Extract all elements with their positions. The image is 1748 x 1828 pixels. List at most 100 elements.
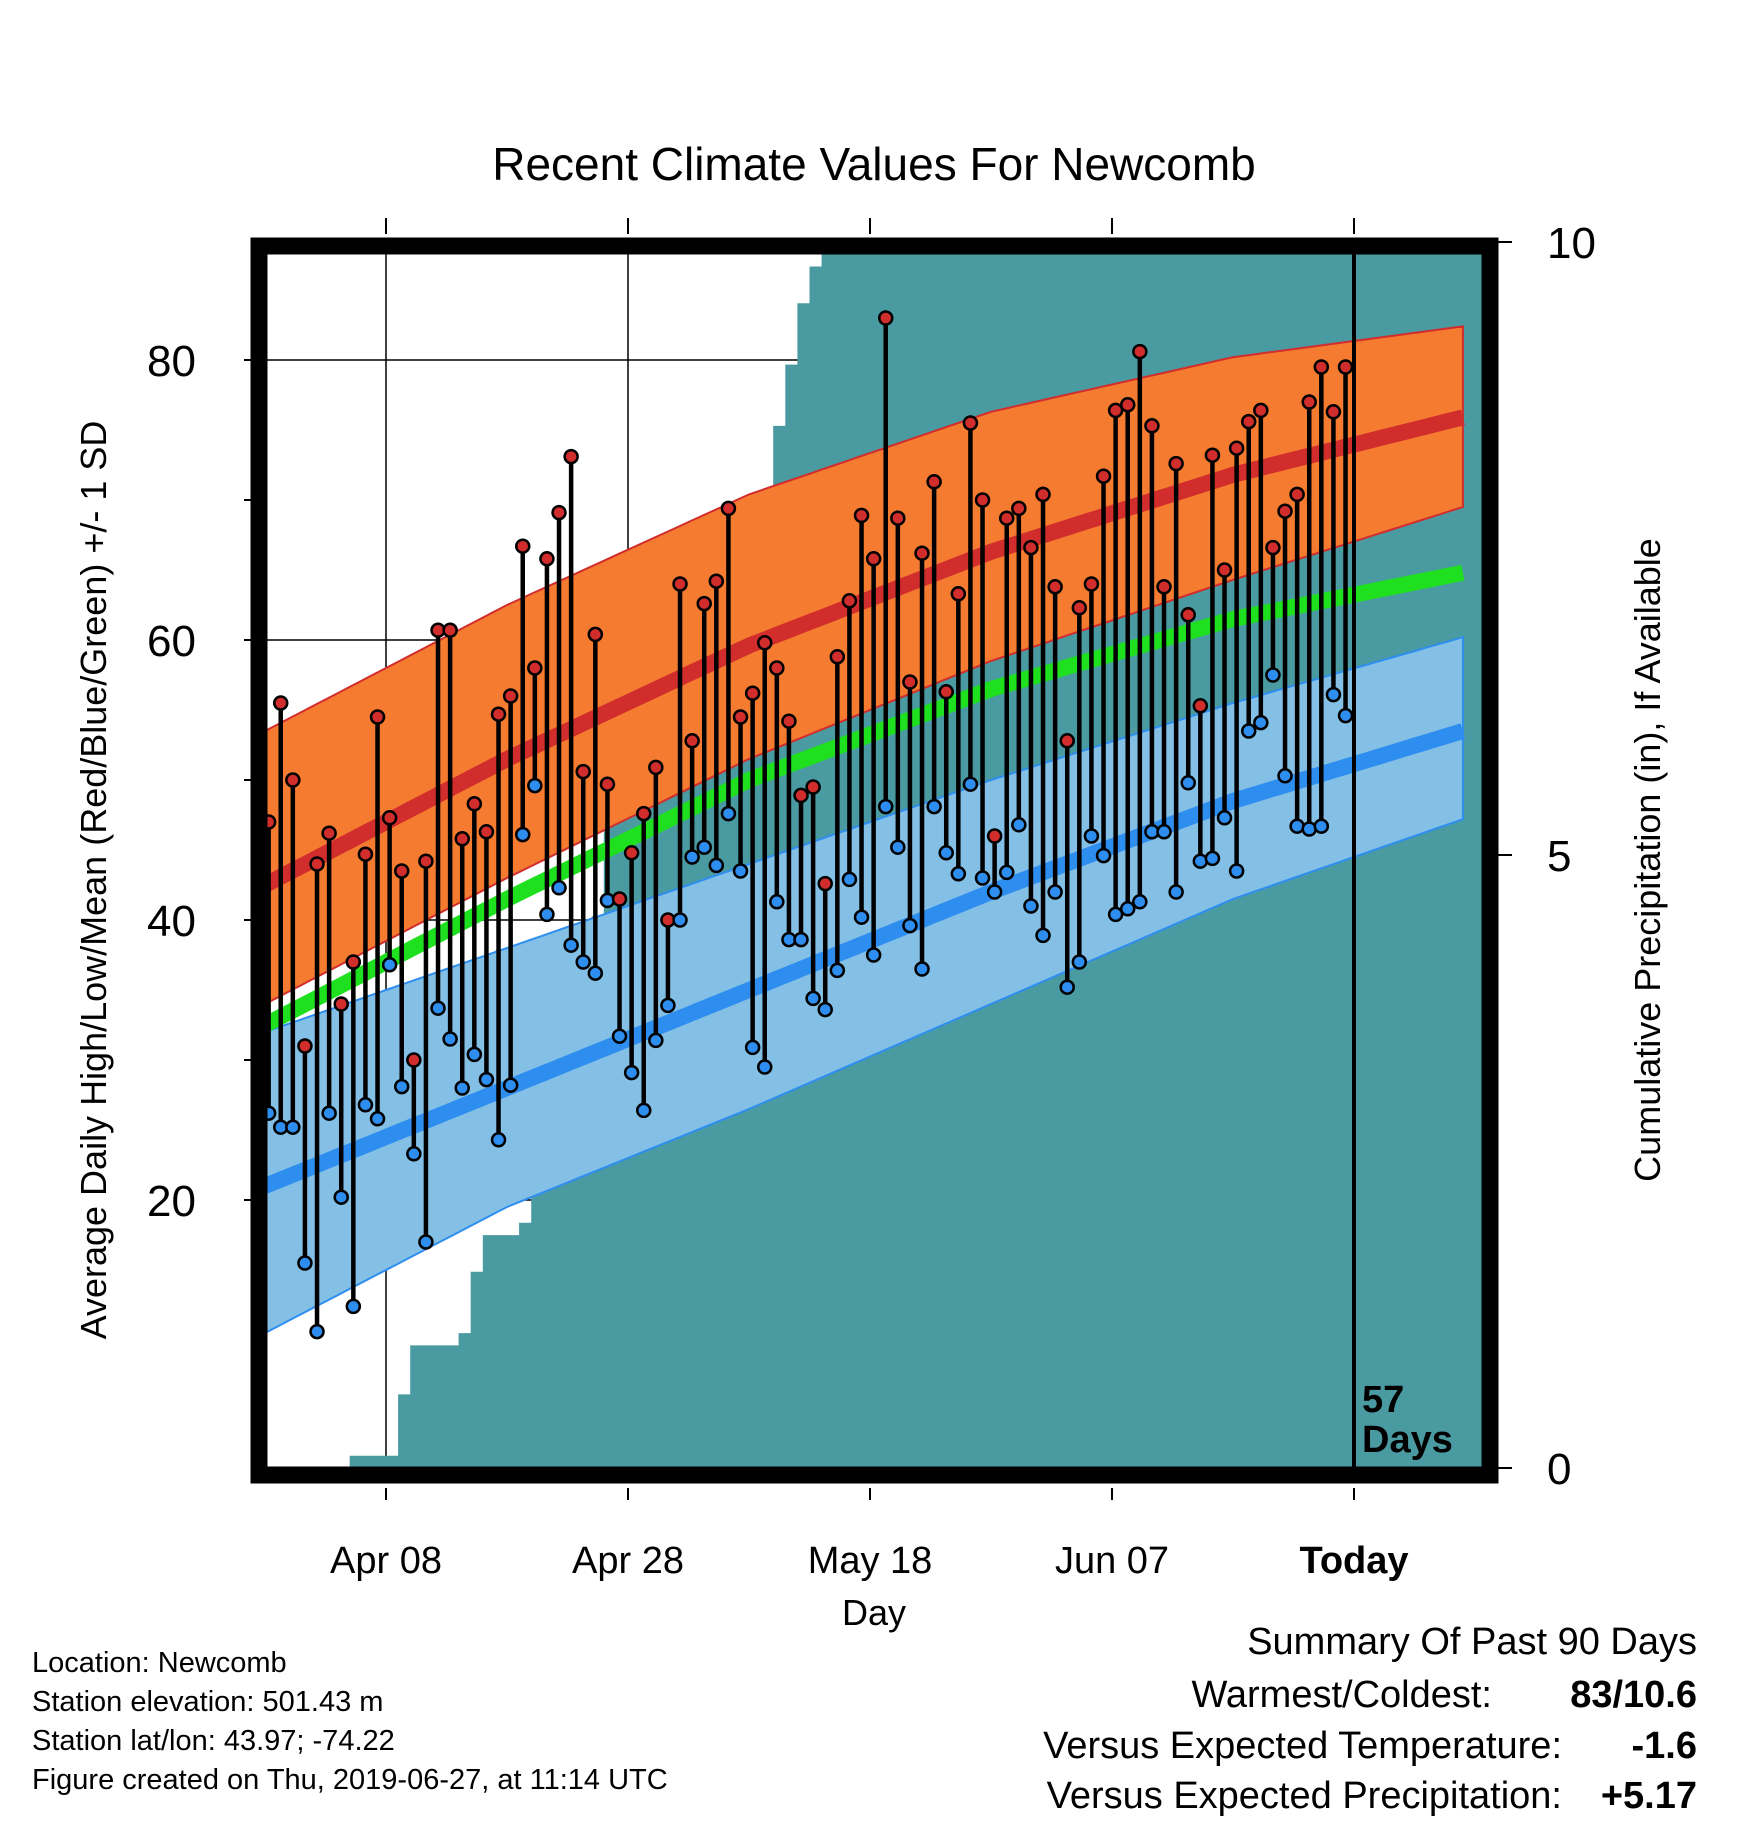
obs-high-point <box>345 954 362 970</box>
obs-low-point <box>539 906 555 923</box>
obs-high-point <box>1265 539 1281 556</box>
station-location: Location: Newcomb <box>32 1647 287 1679</box>
obs-high-point <box>1156 579 1172 595</box>
obs-high-point <box>611 891 628 907</box>
obs-high-point <box>490 706 507 722</box>
obs-low-point <box>1313 818 1330 834</box>
obs-low-point <box>1168 884 1184 900</box>
obs-low-point <box>648 1032 664 1049</box>
obs-low-point <box>1059 979 1075 995</box>
x-tick-label: Apr 28 <box>572 1540 684 1582</box>
obs-low-point <box>756 1059 773 1075</box>
obs-high-point <box>1035 486 1051 503</box>
precip-anomaly-value: +5.17 <box>1601 1775 1697 1817</box>
obs-high-point <box>1337 359 1354 375</box>
obs-high-point <box>1011 500 1027 517</box>
obs-high-point <box>902 674 918 690</box>
obs-high-point <box>1144 418 1160 434</box>
obs-low-point <box>514 826 531 843</box>
x-tick-label: Apr 08 <box>330 1540 442 1582</box>
obs-high-point <box>442 622 458 638</box>
obs-high-point <box>938 684 954 700</box>
obs-low-point <box>357 1097 374 1113</box>
obs-high-point <box>865 551 882 567</box>
obs-low-point <box>769 894 785 910</box>
station-latlon: Station lat/lon: 43.97; -74.22 <box>32 1725 395 1757</box>
obs-high-point <box>962 415 979 431</box>
obs-low-point <box>285 1119 301 1135</box>
obs-low-point <box>442 1031 458 1047</box>
obs-low-point <box>345 1298 362 1315</box>
obs-low-point <box>309 1323 325 1340</box>
obs-low-point <box>1047 884 1063 900</box>
obs-low-point <box>502 1077 519 1093</box>
obs-low-point <box>1301 821 1317 837</box>
obs-high-point <box>272 695 289 711</box>
observation-stems <box>266 318 1348 1332</box>
obs-high-point <box>1253 402 1269 419</box>
obs-low-point <box>1240 723 1257 739</box>
observation-markers <box>262 310 1354 1340</box>
obs-low-point <box>853 909 870 925</box>
summary-heading: Summary Of Past 90 Days <box>1247 1621 1697 1663</box>
obs-high-point <box>1313 359 1330 375</box>
obs-high-point <box>563 448 579 465</box>
obs-low-point <box>1071 954 1088 970</box>
today-days-unit: Days <box>1362 1419 1453 1461</box>
obs-low-point <box>902 917 918 934</box>
obs-low-point <box>551 880 567 896</box>
obs-low-point <box>1156 824 1172 840</box>
obs-low-point <box>817 1001 833 1018</box>
obs-high-point <box>454 831 470 847</box>
obs-high-point <box>406 1052 422 1068</box>
obs-low-point <box>563 937 579 953</box>
obs-high-point <box>309 856 325 872</box>
obs-low-point <box>393 1078 410 1095</box>
figure-created: Figure created on Thu, 2019-06-27, at 11… <box>32 1764 668 1796</box>
obs-high-point <box>333 996 349 1012</box>
obs-high-point <box>756 635 773 651</box>
obs-low-point <box>720 805 737 822</box>
y-tick-label: 80 <box>147 337 196 386</box>
x-tick-label: May 18 <box>808 1540 933 1582</box>
obs-low-point <box>1204 850 1221 867</box>
obs-low-point <box>1216 810 1233 826</box>
obs-low-point <box>1277 768 1293 784</box>
obs-low-point <box>1337 707 1354 724</box>
obs-low-point <box>938 845 954 861</box>
obs-low-point <box>914 961 930 977</box>
low-normal-line <box>262 723 1466 1194</box>
station-elevation: Station elevation: 501.43 m <box>32 1686 383 1718</box>
obs-high-point <box>769 660 785 676</box>
obs-low-point <box>660 997 676 1014</box>
obs-low-point <box>708 857 725 874</box>
obs-high-point <box>1228 440 1245 456</box>
obs-low-point <box>466 1046 483 1063</box>
obs-low-point <box>406 1146 422 1162</box>
obs-high-point <box>648 759 664 776</box>
obs-high-point <box>1047 579 1063 595</box>
summary-panel: Summary Of Past 90 Days Warmest/Coldest:… <box>1043 1621 1697 1817</box>
obs-low-point <box>1035 927 1051 944</box>
obs-low-point <box>321 1105 337 1121</box>
obs-low-point <box>623 1064 640 1081</box>
obs-high-point <box>1023 539 1039 556</box>
obs-high-point <box>732 709 749 725</box>
obs-low-point <box>926 798 942 815</box>
obs-high-point <box>877 310 894 326</box>
obs-low-point <box>829 962 846 979</box>
obs-high-point <box>841 593 858 609</box>
obs-high-point <box>1204 447 1221 463</box>
obs-high-point <box>466 796 483 812</box>
obs-high-point <box>321 825 337 841</box>
obs-low-point <box>635 1102 652 1119</box>
obs-high-point <box>623 845 640 861</box>
obs-high-point <box>514 538 531 554</box>
obs-high-point <box>1289 486 1305 503</box>
obs-high-point <box>1301 394 1317 410</box>
temp-anomaly-value: -1.6 <box>1632 1725 1697 1767</box>
obs-low-point <box>418 1234 434 1250</box>
obs-high-point <box>1240 413 1257 430</box>
obs-high-point <box>393 863 410 879</box>
